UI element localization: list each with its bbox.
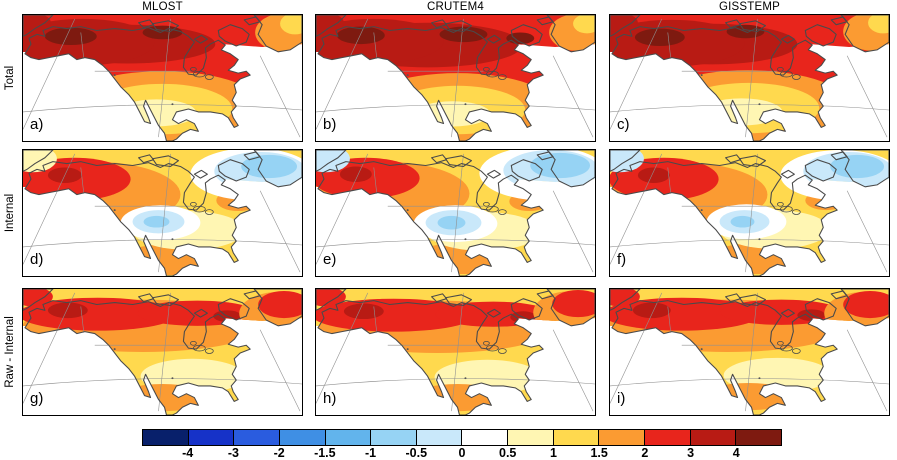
map-raw-internal-crutem4 bbox=[316, 289, 595, 415]
map-internal-gisstemp bbox=[610, 150, 889, 276]
panel-label: h) bbox=[323, 390, 337, 407]
colorbar-segment bbox=[278, 430, 325, 445]
colorbar-ticks: -4 -3 -2 -1.5 -1 -0.5 0 0.5 1 1.5 2 3 4 bbox=[142, 446, 782, 460]
panel-label: e) bbox=[323, 251, 337, 268]
panel-h: h) bbox=[315, 288, 596, 416]
colorbar-segment bbox=[370, 430, 416, 445]
panel-b: b) bbox=[315, 14, 596, 142]
row-label-text: Raw - Internal bbox=[4, 316, 16, 388]
panel-e: e) bbox=[315, 149, 596, 277]
colorbar-segment bbox=[735, 430, 781, 445]
colorbar-tick-label: 3 bbox=[687, 446, 695, 460]
colorbar-tick-label: 2 bbox=[641, 446, 649, 460]
panel-d: d) bbox=[22, 149, 303, 277]
colorbar-segment bbox=[644, 430, 690, 445]
panel-a: a) bbox=[22, 14, 303, 142]
colorbar-segment bbox=[507, 430, 553, 445]
panel-label: f) bbox=[617, 251, 627, 268]
colorbar bbox=[142, 429, 782, 446]
colorbar-segment bbox=[233, 430, 279, 445]
colorbar-tick-label: -0.5 bbox=[405, 446, 428, 460]
colorbar-area: -4 -3 -2 -1.5 -1 -0.5 0 0.5 1 1.5 2 3 4 bbox=[142, 429, 782, 460]
panel-c: c) bbox=[609, 14, 890, 142]
colorbar-tick-label: 0 bbox=[458, 446, 466, 460]
colorbar-segment bbox=[324, 430, 371, 445]
map-internal-mlost bbox=[23, 150, 302, 276]
panel-label: a) bbox=[30, 116, 44, 133]
colorbar-tick-label: 0.5 bbox=[499, 446, 517, 460]
map-internal-crutem4 bbox=[316, 150, 595, 276]
colorbar-tick-label: 1 bbox=[549, 446, 557, 460]
colorbar-tick-label: -4 bbox=[182, 446, 194, 460]
row-label-text: Total bbox=[4, 65, 17, 91]
map-raw-internal-mlost bbox=[23, 289, 302, 415]
colorbar-segment bbox=[187, 430, 234, 445]
colorbar-segment bbox=[415, 430, 462, 445]
map-total-mlost bbox=[23, 15, 302, 141]
panel-f: f) bbox=[609, 149, 890, 277]
colorbar-tick-label: -1.5 bbox=[314, 446, 336, 460]
column-title-mlost: MLOST bbox=[142, 1, 183, 13]
panel-label: d) bbox=[30, 251, 44, 268]
panel-label: c) bbox=[617, 116, 630, 133]
map-raw-internal-gisstemp bbox=[610, 289, 889, 415]
row-label-text: Internal bbox=[4, 193, 17, 233]
panel-label: g) bbox=[30, 390, 44, 407]
colorbar-segment bbox=[552, 430, 599, 445]
colorbar-tick-label: -1 bbox=[365, 446, 377, 460]
colorbar-segment bbox=[143, 430, 188, 445]
colorbar-tick-label: -2 bbox=[273, 446, 285, 460]
column-title-crutem4: CRUTEM4 bbox=[427, 1, 484, 13]
panel-g: g) bbox=[22, 288, 303, 416]
colorbar-segment bbox=[461, 430, 508, 445]
row-label-raw-internal: Raw - Internal bbox=[0, 288, 20, 416]
panel-label: i) bbox=[617, 390, 626, 407]
panel-label: b) bbox=[323, 116, 337, 133]
colorbar-tick-label: 1.5 bbox=[590, 446, 608, 460]
colorbar-tick-label: -3 bbox=[227, 446, 239, 460]
row-label-total: Total bbox=[0, 14, 20, 142]
row-label-internal: Internal bbox=[0, 149, 20, 277]
column-title-gisstemp: GISSTEMP bbox=[718, 1, 781, 13]
panel-i: i) bbox=[609, 288, 890, 416]
colorbar-segment bbox=[598, 430, 645, 445]
colorbar-tick-label: 4 bbox=[732, 446, 740, 460]
map-total-gisstemp bbox=[610, 15, 889, 141]
colorbar-segment bbox=[689, 430, 736, 445]
map-total-crutem4 bbox=[316, 15, 595, 141]
